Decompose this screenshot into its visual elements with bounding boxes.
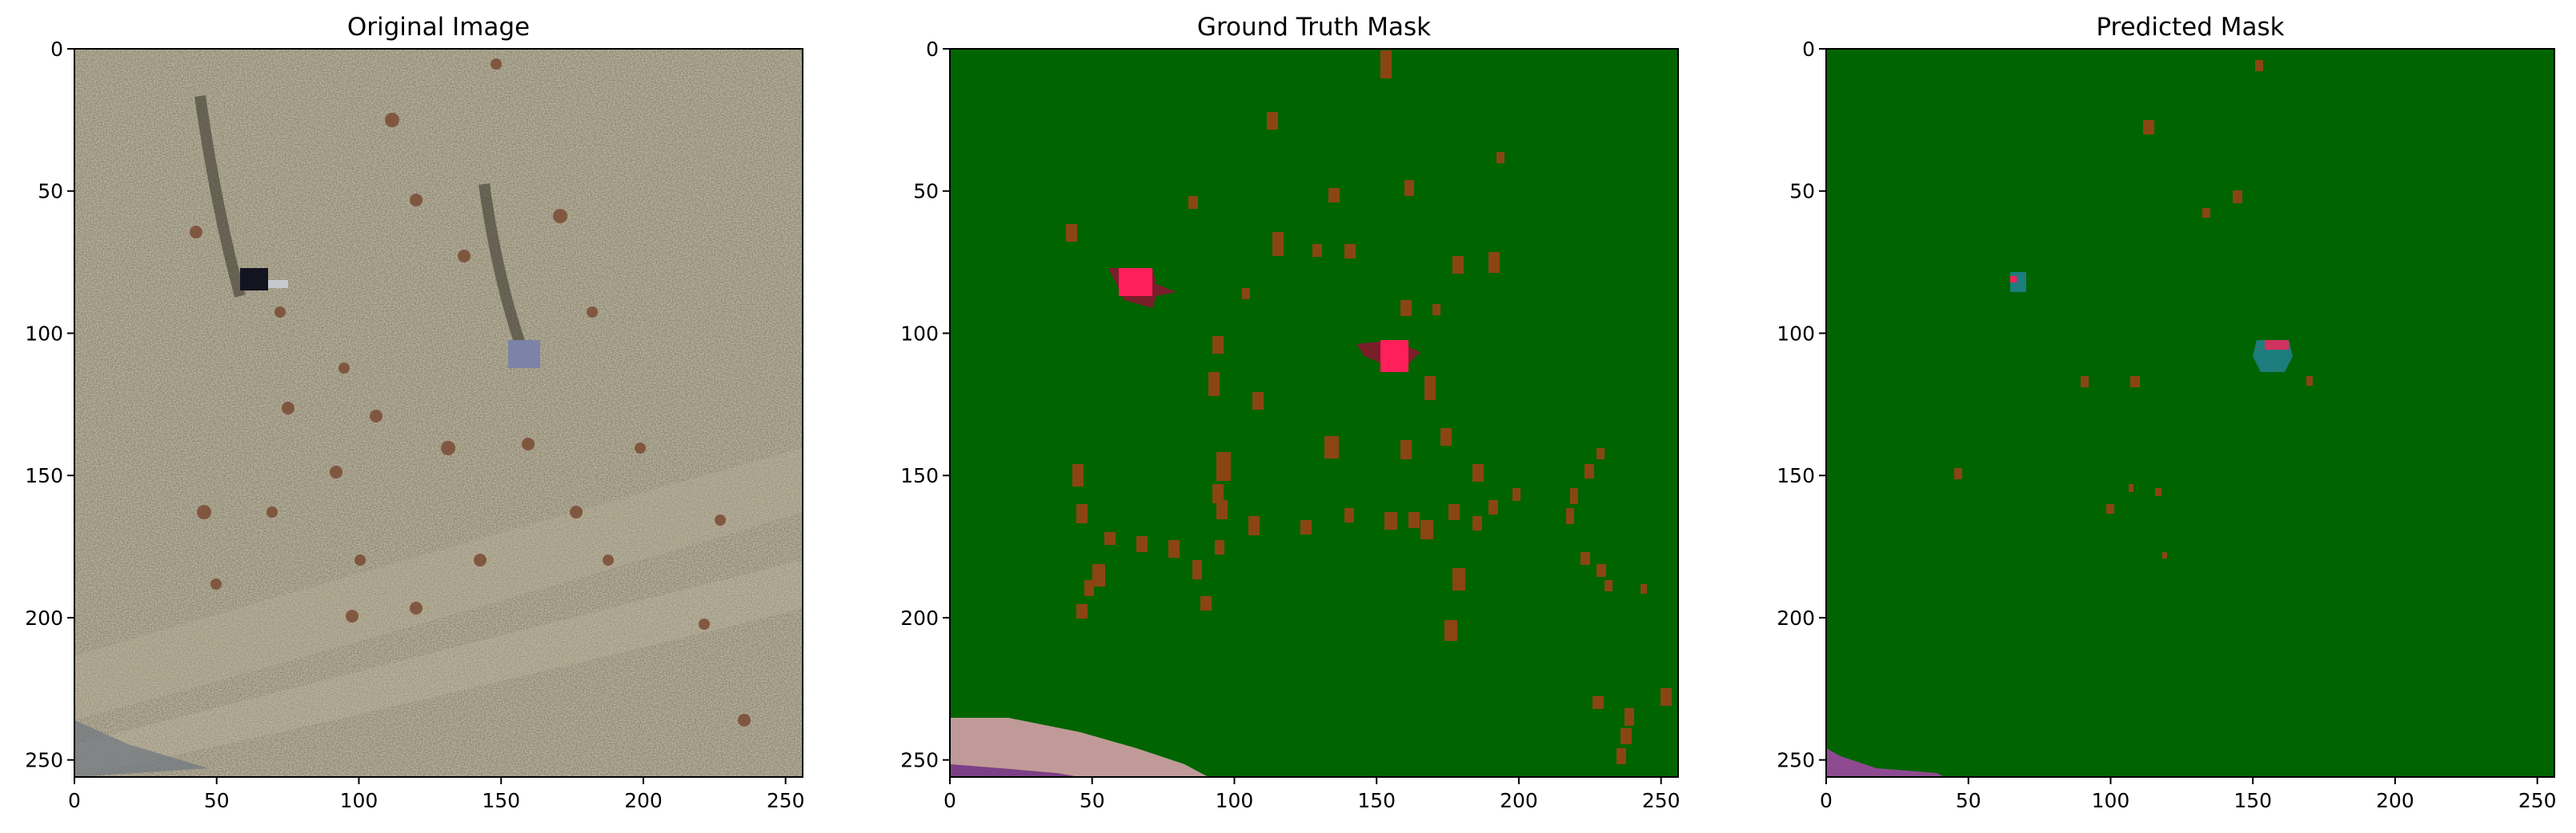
panel-ground-truth: Ground Truth Mask: [900, 13, 1680, 812]
x-tick-label: 250: [1642, 789, 1681, 812]
y-tick-label: 200: [25, 607, 63, 630]
x-axis-predicted: 0 50 100 150 200 250: [1820, 777, 2557, 812]
x-tick-label: 0: [943, 789, 956, 812]
panel-title-predicted: Predicted Mask: [2096, 13, 2284, 42]
x-tick-label: 0: [1820, 789, 1833, 812]
x-tick-label: 200: [1500, 789, 1538, 812]
y-axis-predicted: 0 50 100 150 200 250: [1777, 38, 1826, 772]
y-tick-label: 0: [926, 38, 939, 61]
y-tick-label: 200: [900, 607, 939, 630]
panel-title-ground-truth: Ground Truth Mask: [1197, 13, 1431, 42]
panel-original: Original Image: [25, 13, 804, 812]
predicted-mask: [1826, 49, 2554, 777]
y-tick-label: 50: [913, 180, 939, 203]
original-image: [74, 49, 803, 777]
x-tick-label: 200: [2376, 789, 2414, 812]
x-tick-label: 50: [204, 789, 230, 812]
x-tick-label: 100: [2092, 789, 2130, 812]
x-tick-label: 200: [624, 789, 663, 812]
y-tick-label: 250: [900, 749, 939, 772]
panel-predicted: Predicted Mask 0 50 100 150 200 250 0 50 100 150…: [1777, 13, 2556, 812]
shrubs-predicted: [1954, 60, 2313, 559]
y-tick-label: 200: [1777, 607, 1815, 630]
y-tick-label: 100: [900, 322, 939, 345]
ground-truth-mask: [950, 49, 1678, 777]
y-tick-label: 150: [1777, 464, 1815, 487]
y-tick-label: 0: [50, 38, 63, 61]
y-tick-label: 100: [1777, 322, 1815, 345]
y-tick-label: 0: [1802, 38, 1815, 61]
x-tick-label: 50: [1080, 789, 1105, 812]
shrubs-ground-truth: [1066, 50, 1672, 764]
x-tick-label: 150: [482, 789, 520, 812]
x-tick-label: 100: [340, 789, 379, 812]
y-tick-label: 250: [25, 749, 63, 772]
x-axis-ground-truth: 0 50 100 150 200 250: [943, 777, 1681, 812]
x-tick-label: 150: [1357, 789, 1396, 812]
y-tick-label: 100: [25, 322, 63, 345]
x-tick-label: 250: [767, 789, 805, 812]
y-tick-label: 150: [25, 464, 63, 487]
y-tick-label: 50: [1789, 180, 1815, 203]
y-axis-original: 0 50 100 150 200 250: [25, 38, 74, 772]
y-tick-label: 250: [1777, 749, 1815, 772]
x-tick-label: 100: [1216, 789, 1254, 812]
y-axis-ground-truth: 0 50 100 150 200 250: [900, 38, 950, 772]
x-tick-label: 50: [1956, 789, 1981, 812]
x-axis-original: 0 50 100 150 200 250: [68, 777, 805, 812]
panel-title-original: Original Image: [347, 13, 530, 42]
y-tick-label: 150: [900, 464, 939, 487]
y-tick-label: 50: [38, 180, 63, 203]
x-tick-label: 150: [2233, 789, 2272, 812]
x-tick-label: 0: [68, 789, 81, 812]
shrubs-original: [190, 58, 751, 727]
x-tick-label: 250: [2518, 789, 2557, 812]
